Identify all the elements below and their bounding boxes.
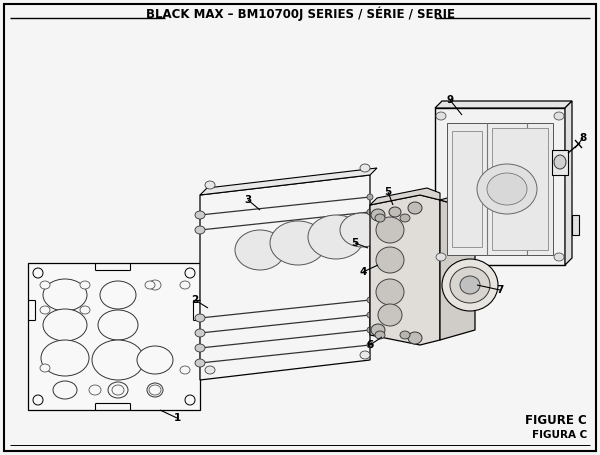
Ellipse shape bbox=[33, 268, 43, 278]
Ellipse shape bbox=[376, 217, 404, 243]
Text: 4: 4 bbox=[359, 267, 367, 277]
Polygon shape bbox=[572, 215, 579, 235]
Ellipse shape bbox=[180, 281, 190, 289]
Ellipse shape bbox=[92, 340, 144, 380]
Ellipse shape bbox=[195, 226, 205, 234]
Ellipse shape bbox=[205, 366, 215, 374]
Ellipse shape bbox=[195, 314, 205, 322]
Ellipse shape bbox=[400, 331, 410, 339]
Ellipse shape bbox=[195, 329, 205, 337]
Text: FIGURA C: FIGURA C bbox=[532, 430, 587, 440]
Ellipse shape bbox=[149, 280, 161, 290]
Polygon shape bbox=[452, 131, 482, 247]
Ellipse shape bbox=[33, 395, 43, 405]
Ellipse shape bbox=[40, 306, 50, 314]
Ellipse shape bbox=[40, 364, 50, 372]
Polygon shape bbox=[28, 263, 200, 410]
Ellipse shape bbox=[195, 211, 205, 219]
Ellipse shape bbox=[554, 112, 564, 120]
Ellipse shape bbox=[376, 247, 404, 273]
Ellipse shape bbox=[360, 164, 370, 172]
Ellipse shape bbox=[80, 306, 90, 314]
Ellipse shape bbox=[460, 276, 480, 294]
Ellipse shape bbox=[40, 281, 50, 289]
Ellipse shape bbox=[112, 385, 124, 395]
Polygon shape bbox=[435, 101, 572, 108]
Ellipse shape bbox=[375, 214, 385, 222]
Ellipse shape bbox=[389, 207, 401, 217]
Ellipse shape bbox=[195, 344, 205, 352]
Ellipse shape bbox=[89, 385, 101, 395]
Ellipse shape bbox=[145, 281, 155, 289]
Polygon shape bbox=[492, 128, 548, 250]
Polygon shape bbox=[447, 123, 553, 255]
Ellipse shape bbox=[367, 194, 373, 200]
Ellipse shape bbox=[477, 164, 537, 214]
Text: FIGURE C: FIGURE C bbox=[525, 414, 587, 426]
Ellipse shape bbox=[137, 346, 173, 374]
Ellipse shape bbox=[108, 382, 128, 398]
Ellipse shape bbox=[367, 209, 373, 215]
Ellipse shape bbox=[360, 351, 370, 359]
Ellipse shape bbox=[185, 268, 195, 278]
Ellipse shape bbox=[43, 309, 87, 341]
Ellipse shape bbox=[436, 112, 446, 120]
Ellipse shape bbox=[367, 327, 373, 333]
Ellipse shape bbox=[436, 253, 446, 261]
Ellipse shape bbox=[400, 214, 410, 222]
Text: 5: 5 bbox=[352, 238, 359, 248]
Ellipse shape bbox=[442, 259, 498, 311]
Text: BLACK MAX – BM10700J SERIES / SÉRIE / SERIE: BLACK MAX – BM10700J SERIES / SÉRIE / SE… bbox=[146, 7, 455, 21]
Text: 7: 7 bbox=[496, 285, 503, 295]
Polygon shape bbox=[440, 200, 475, 340]
Ellipse shape bbox=[554, 155, 566, 169]
Ellipse shape bbox=[270, 221, 326, 265]
Ellipse shape bbox=[367, 297, 373, 303]
Ellipse shape bbox=[147, 383, 163, 397]
Ellipse shape bbox=[149, 385, 161, 395]
Ellipse shape bbox=[450, 267, 490, 303]
Ellipse shape bbox=[195, 359, 205, 367]
Text: 3: 3 bbox=[244, 195, 251, 205]
Ellipse shape bbox=[367, 342, 373, 348]
Ellipse shape bbox=[371, 209, 385, 221]
Ellipse shape bbox=[371, 324, 385, 336]
Ellipse shape bbox=[43, 279, 87, 311]
Ellipse shape bbox=[408, 202, 422, 214]
Text: 5: 5 bbox=[385, 187, 392, 197]
Ellipse shape bbox=[41, 340, 89, 376]
Ellipse shape bbox=[100, 281, 136, 309]
Ellipse shape bbox=[235, 230, 285, 270]
Ellipse shape bbox=[205, 181, 215, 189]
Polygon shape bbox=[552, 150, 568, 175]
Text: 1: 1 bbox=[173, 413, 181, 423]
Text: 6: 6 bbox=[367, 340, 374, 350]
Text: 8: 8 bbox=[580, 133, 587, 143]
Polygon shape bbox=[440, 190, 475, 210]
Ellipse shape bbox=[378, 304, 402, 326]
Text: 9: 9 bbox=[446, 95, 454, 105]
Ellipse shape bbox=[98, 310, 138, 340]
Ellipse shape bbox=[180, 366, 190, 374]
Ellipse shape bbox=[375, 331, 385, 339]
Ellipse shape bbox=[53, 381, 77, 399]
Ellipse shape bbox=[185, 395, 195, 405]
Polygon shape bbox=[370, 188, 440, 205]
Polygon shape bbox=[565, 101, 572, 265]
Ellipse shape bbox=[340, 213, 384, 247]
Ellipse shape bbox=[308, 215, 364, 259]
Polygon shape bbox=[370, 195, 440, 345]
Ellipse shape bbox=[408, 332, 422, 344]
Ellipse shape bbox=[80, 281, 90, 289]
Ellipse shape bbox=[376, 279, 404, 305]
Ellipse shape bbox=[487, 173, 527, 205]
Polygon shape bbox=[435, 108, 565, 265]
Polygon shape bbox=[200, 168, 377, 195]
Text: 2: 2 bbox=[191, 295, 199, 305]
Ellipse shape bbox=[554, 253, 564, 261]
Ellipse shape bbox=[367, 312, 373, 318]
Polygon shape bbox=[200, 175, 370, 380]
